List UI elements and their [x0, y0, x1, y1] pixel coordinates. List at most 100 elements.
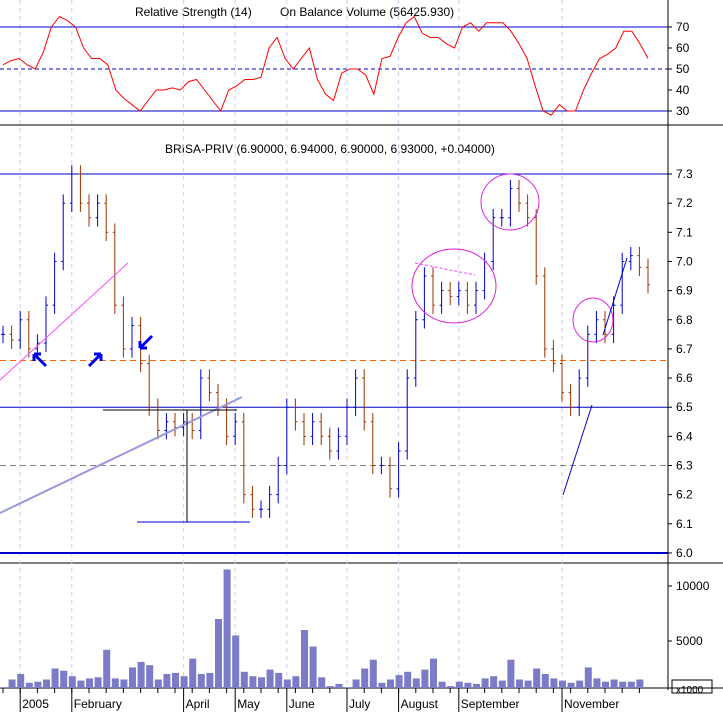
- volume-bar: [232, 635, 240, 688]
- volume-bar: [412, 678, 420, 688]
- volume-bar: [283, 679, 291, 688]
- price-tick-label: 6.0: [676, 546, 693, 560]
- volume-bar: [473, 683, 480, 688]
- volume-bar: [180, 676, 188, 688]
- volume-bar: [559, 680, 566, 688]
- arrow-icon: [138, 334, 154, 350]
- volume-bar: [326, 686, 334, 688]
- volume-bar: [77, 680, 85, 688]
- volume-bar: [94, 677, 102, 688]
- price-tick-label: 7.2: [676, 196, 693, 210]
- volume-unit-box: [671, 679, 713, 694]
- volume-bar: [301, 630, 308, 688]
- price-tick-label: 6.7: [676, 342, 693, 356]
- volume-bar: [498, 680, 506, 688]
- volume-bar: [197, 674, 205, 688]
- volume-bar: [335, 683, 343, 688]
- month-label: November: [564, 697, 619, 711]
- volume-bar: [189, 658, 197, 688]
- volume-bar: [240, 671, 248, 688]
- volume-bar: [352, 679, 360, 688]
- price-tick-label: 6.3: [676, 459, 693, 473]
- pattern-circle: [411, 248, 497, 324]
- rsi-tick-label: 50: [676, 62, 690, 76]
- volume-bar: [584, 667, 592, 688]
- volume-tick-label: 10000: [676, 579, 710, 593]
- volume-bar: [25, 682, 33, 688]
- volume-bar: [610, 679, 618, 688]
- indicator-title-1: Relative Strength (14): [135, 5, 252, 19]
- rsi-line: [2, 15, 649, 116]
- volume-bar: [68, 676, 76, 688]
- volume-bar: [154, 679, 162, 688]
- volume-tick-label: 5000: [676, 634, 703, 648]
- price-tick-label: 6.6: [676, 371, 693, 385]
- volume-bar: [447, 686, 455, 688]
- price-tick-label: 7.3: [676, 167, 693, 181]
- trendline: [414, 262, 476, 276]
- price-tick-label: 6.8: [676, 313, 693, 327]
- volume-bar: [43, 679, 50, 688]
- volume-bar: [395, 675, 403, 688]
- pattern-circle: [572, 297, 614, 343]
- volume-bar: [481, 678, 489, 688]
- volume-bar: [593, 678, 601, 688]
- trendline: [602, 257, 628, 336]
- volume-bar: [111, 678, 119, 688]
- volume-bar: [507, 659, 515, 688]
- trendline: [562, 404, 593, 496]
- volume-bar: [344, 687, 351, 688]
- volume-bar: [266, 669, 274, 688]
- volume-bar: [550, 678, 558, 688]
- rsi-tick-label: 60: [676, 41, 690, 55]
- volume-bar: [258, 677, 265, 688]
- volume-bar: [404, 671, 412, 688]
- price-tick-label: 6.5: [676, 400, 693, 414]
- arrow-icon: [87, 352, 103, 368]
- volume-bar: [8, 679, 16, 688]
- volume-bar: [249, 676, 257, 688]
- volume-unit-label: x1000: [676, 685, 704, 696]
- volume-bar: [0, 687, 7, 688]
- volume-bar: [490, 676, 498, 688]
- month-label: February: [74, 697, 122, 711]
- volume-bar: [636, 679, 644, 688]
- volume-bar: [223, 569, 231, 688]
- volume-bar: [430, 658, 437, 688]
- month-label: April: [186, 697, 210, 711]
- price-tick-label: 6.4: [676, 429, 693, 443]
- volume-bar: [619, 681, 627, 688]
- volume-bar: [309, 646, 317, 688]
- volume-bar: [438, 681, 446, 688]
- price-title: BRISA-PRIV (6.90000, 6.94000, 6.90000, 6…: [165, 142, 495, 156]
- month-label: September: [461, 697, 520, 711]
- volume-bar: [146, 665, 154, 688]
- trendline: [0, 396, 243, 514]
- rsi-tick-label: 40: [676, 83, 690, 97]
- volume-bar: [292, 676, 300, 688]
- volume-bar: [378, 682, 386, 688]
- volume-bar: [51, 668, 59, 688]
- arrow-icon: [32, 352, 48, 368]
- volume-bar: [455, 681, 463, 688]
- volume-bar: [602, 681, 609, 688]
- volume-bar: [541, 674, 549, 688]
- pattern-circle: [480, 173, 540, 231]
- month-label: June: [289, 697, 315, 711]
- volume-bar: [627, 681, 635, 688]
- indicator-title-2: On Balance Volume (56425.930): [280, 5, 454, 19]
- price-tick-label: 6.1: [676, 517, 693, 531]
- price-tick-label: 7.1: [676, 225, 693, 239]
- volume-bar: [369, 659, 377, 688]
- price-tick-label: 6.2: [676, 488, 693, 502]
- rsi-tick-label: 30: [676, 104, 690, 118]
- volume-bar: [34, 681, 42, 688]
- price-tick-label: 7.0: [676, 254, 693, 268]
- month-label: May: [237, 697, 260, 711]
- rsi-tick-label: 70: [676, 20, 690, 34]
- volume-bar: [361, 668, 369, 688]
- volume-bar: [120, 679, 128, 688]
- month-label: August: [401, 697, 439, 711]
